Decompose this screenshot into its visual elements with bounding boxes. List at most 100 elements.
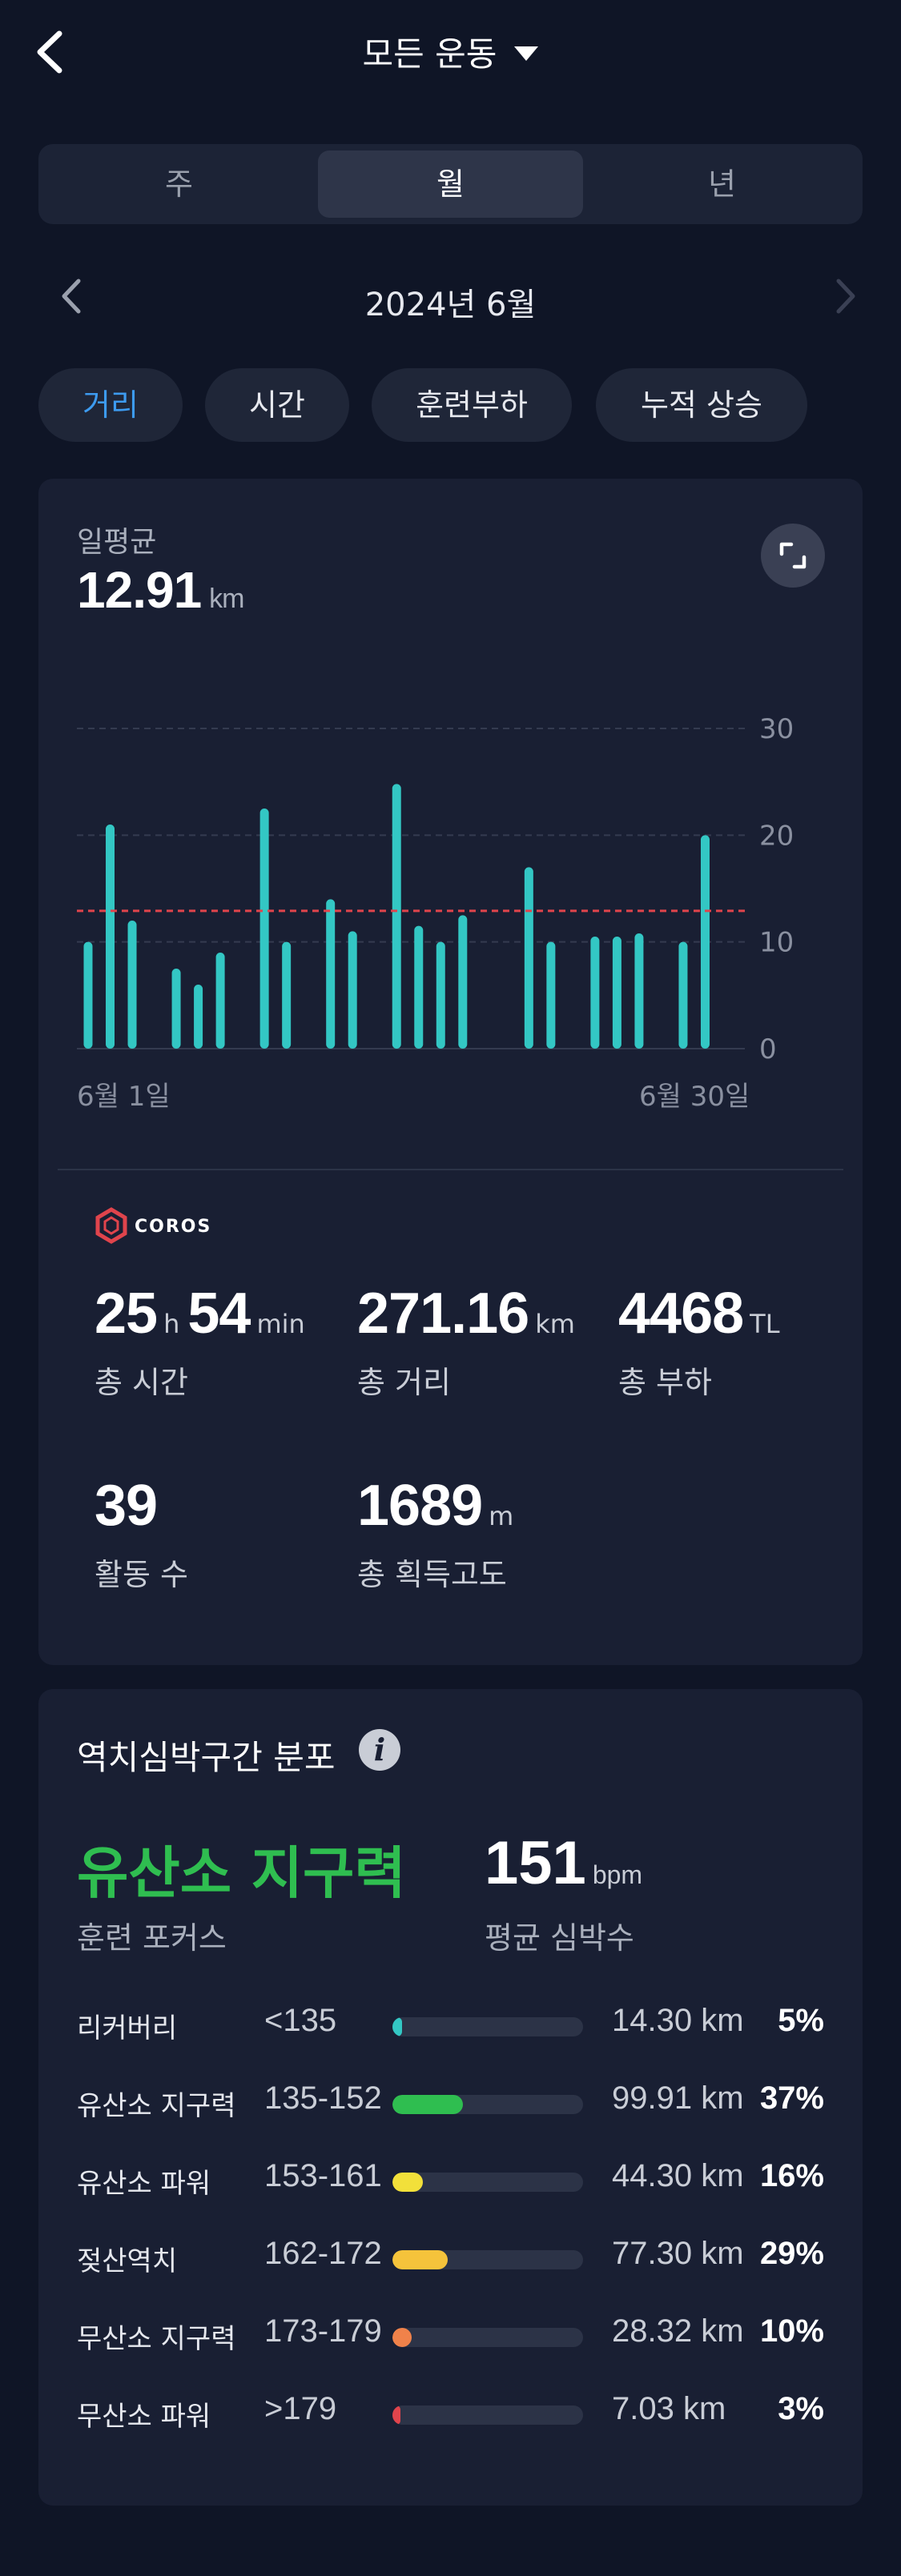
zone-range: >179 — [264, 2391, 337, 2426]
y-tick-label: 0 — [759, 1033, 777, 1065]
chip-time[interactable]: 시간 — [205, 368, 349, 442]
bar-day-26[interactable] — [634, 933, 644, 1049]
stat-total-distance: 271.16 km 총 거리 — [357, 1281, 583, 1402]
stat-label: 총 거리 — [357, 1365, 451, 1400]
zone-progress-fill — [392, 2328, 412, 2347]
bar-day-22[interactable] — [546, 941, 556, 1049]
hr-zone-row: 무산소 파워 >179 7.03 km 3% — [0, 2389, 901, 2438]
zone-progress-fill — [392, 2017, 402, 2036]
zone-range: 173-179 — [264, 2313, 382, 2349]
bar-day-12[interactable] — [326, 899, 336, 1049]
avg-hr-label: 평균 심박수 — [485, 1920, 634, 1956]
bar-day-5[interactable] — [171, 969, 181, 1049]
zone-percent: 3% — [778, 2391, 824, 2426]
zone-distance: 77.30 km — [612, 2236, 744, 2271]
zone-percent: 16% — [759, 2158, 824, 2193]
hr-zone-row: 리커버리 <135 14.30 km 5% — [0, 2001, 901, 2049]
x-axis-start-label: 6월 1일 — [77, 1081, 171, 1113]
distance-bar-chart: 0 10 20 30 — [77, 713, 794, 1065]
bar-day-10[interactable] — [282, 941, 292, 1049]
bar-day-13[interactable] — [348, 931, 357, 1049]
chevron-left-icon — [37, 30, 62, 74]
zone-distance: 14.30 km — [612, 2003, 744, 2038]
training-focus-label: 훈련 포커스 — [77, 1920, 227, 1956]
zone-distance: 7.03 km — [612, 2391, 726, 2426]
zone-name: 무산소 파워 — [77, 2401, 211, 2433]
zone-progress-bar — [392, 2173, 583, 2192]
zone-name: 리커버리 — [77, 2012, 178, 2044]
hr-zone-row: 유산소 파워 153-161 44.30 km 16% — [0, 2157, 901, 2205]
stat-label: 총 획득고도 — [357, 1557, 507, 1592]
daily-average-label: 일평균 — [77, 526, 157, 559]
bar-day-17[interactable] — [436, 941, 445, 1049]
month-label: 2024년 6월 — [364, 287, 537, 323]
bar-day-9[interactable] — [259, 809, 269, 1049]
bar-day-24[interactable] — [590, 937, 600, 1049]
stat-label: 총 부하 — [618, 1365, 712, 1400]
sport-filter-dropdown[interactable]: 모든 운동 — [0, 27, 901, 76]
bar-day-18[interactable] — [458, 915, 468, 1049]
avg-hr-value: 151 bpm — [485, 1829, 643, 1897]
zone-range: <135 — [264, 2003, 337, 2038]
bar-day-2[interactable] — [106, 825, 115, 1049]
tab-year[interactable]: 년 — [708, 167, 736, 202]
page-title: 모든 운동 — [362, 34, 497, 74]
zone-range: 162-172 — [264, 2236, 382, 2271]
bar-day-6[interactable] — [194, 985, 203, 1049]
bar-day-1[interactable] — [83, 941, 93, 1049]
zone-name: 유산소 지구력 — [77, 2090, 236, 2122]
chip-training-load[interactable]: 훈련부하 — [372, 368, 572, 442]
zone-distance: 44.30 km — [612, 2158, 744, 2193]
training-focus-value: 유산소 지구력 — [77, 1840, 406, 1906]
zone-name: 무산소 지구력 — [77, 2323, 236, 2355]
zone-distance: 28.32 km — [612, 2313, 744, 2349]
chevron-right-icon — [836, 279, 855, 314]
bar-day-21[interactable] — [524, 867, 533, 1049]
hr-zone-row: 유산소 지구력 135-152 99.91 km 37% — [0, 2079, 901, 2127]
prev-month-button[interactable] — [56, 276, 88, 316]
bar-day-3[interactable] — [127, 921, 137, 1049]
chip-elevation-gain[interactable]: 누적 상승 — [596, 368, 807, 442]
zone-percent: 5% — [778, 2003, 824, 2038]
zone-percent: 37% — [759, 2080, 824, 2116]
daily-average-value: 12.91 km — [77, 561, 244, 619]
hr-zone-row: 무산소 지구력 173-179 28.32 km 10% — [0, 2312, 901, 2360]
period-segmented-control: 주 월 년 — [38, 144, 863, 224]
bar-day-28[interactable] — [678, 941, 688, 1049]
bar-day-29[interactable] — [700, 835, 710, 1049]
back-button[interactable] — [24, 24, 80, 80]
caret-down-icon — [514, 46, 539, 61]
info-icon[interactable]: i — [359, 1729, 400, 1771]
expand-icon — [779, 542, 806, 569]
zone-progress-bar — [392, 2328, 583, 2347]
next-month-button[interactable] — [829, 276, 861, 316]
bar-day-7[interactable] — [215, 953, 225, 1049]
zone-progress-bar — [392, 2405, 583, 2425]
zone-progress-fill — [392, 2173, 424, 2192]
svg-text:COROS: COROS — [135, 1217, 211, 1237]
bar-day-15[interactable] — [392, 784, 401, 1049]
bar-day-16[interactable] — [414, 925, 424, 1049]
zone-name: 젖산역치 — [77, 2245, 178, 2277]
tab-month[interactable]: 월 — [318, 150, 583, 218]
expand-button[interactable] — [761, 524, 825, 588]
y-tick-label: 30 — [759, 713, 794, 745]
stat-total-elevation: 1689 m 총 획득고도 — [357, 1473, 521, 1594]
stat-activity-count: 39 활동 수 — [95, 1474, 188, 1592]
stat-label: 총 시간 — [95, 1365, 188, 1400]
stat-total-time: 25 h 54 min 총 시간 — [95, 1281, 313, 1402]
zone-progress-bar — [392, 2017, 583, 2036]
bar-day-25[interactable] — [612, 937, 621, 1049]
zone-progress-fill — [392, 2250, 448, 2269]
chevron-left-icon — [62, 279, 81, 314]
hr-zone-title: 역치심박구간 분포 — [77, 1738, 336, 1777]
tab-week[interactable]: 주 — [165, 167, 193, 202]
zone-progress-fill — [392, 2405, 400, 2425]
zone-range: 135-152 — [264, 2080, 382, 2116]
chip-distance[interactable]: 거리 — [38, 368, 183, 442]
stat-label: 활동 수 — [95, 1557, 188, 1592]
coros-logo: COROS — [95, 1207, 247, 1247]
y-tick-label: 10 — [759, 927, 794, 959]
zone-name: 유산소 파워 — [77, 2168, 211, 2200]
stat-total-load: 4468 TL 총 부하 — [618, 1281, 788, 1402]
